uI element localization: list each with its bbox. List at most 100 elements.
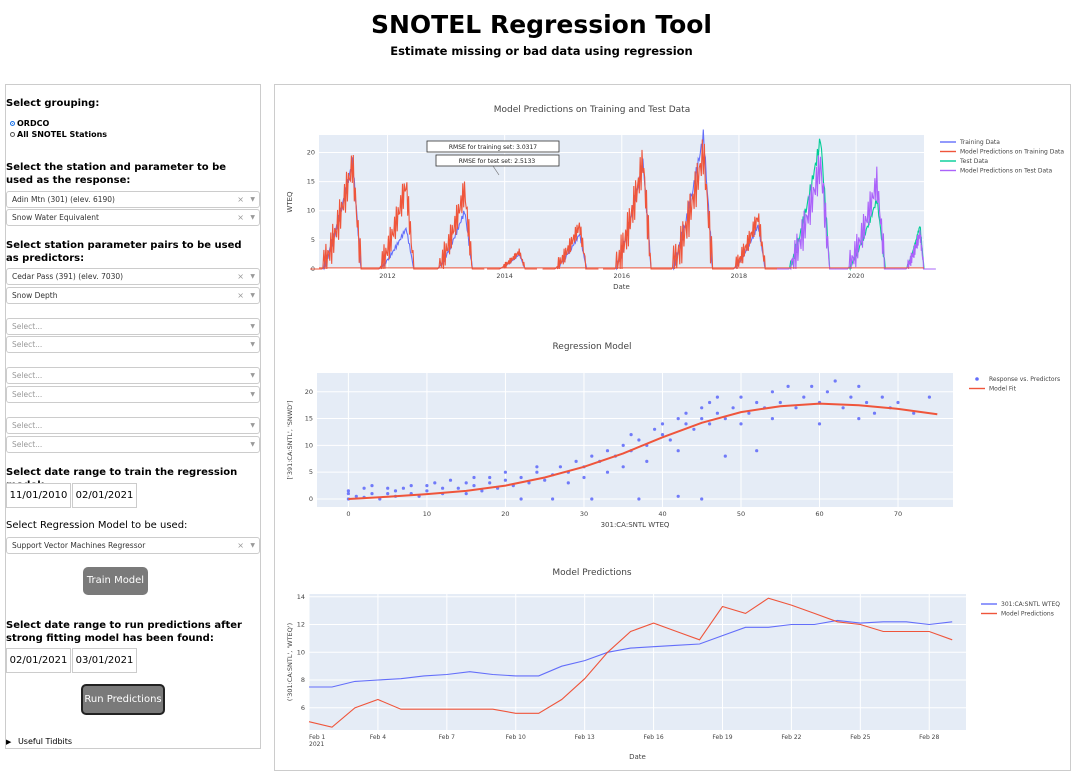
radio-all-stations[interactable]: All SNOTEL Stations	[10, 130, 107, 139]
scatter-point	[770, 417, 774, 421]
y-tick-label: 6	[301, 704, 305, 712]
predictor-station-select-3[interactable]: Select... ▼	[6, 367, 260, 384]
legend-entry: Model Predictions on Training Data	[960, 149, 1064, 156]
radio-ordco[interactable]: ORDCO	[10, 119, 49, 128]
chevron-down-icon[interactable]: ▼	[250, 273, 255, 280]
x-tick-label: 40	[658, 510, 666, 518]
clear-icon[interactable]: ×	[237, 272, 244, 281]
train-start-date[interactable]: 11/01/2010	[6, 483, 71, 508]
predict-end-date[interactable]: 03/01/2021	[72, 648, 137, 673]
scatter-point	[817, 422, 822, 426]
page-title: SNOTEL Regression Tool	[371, 10, 712, 39]
scatter-point	[346, 492, 350, 496]
y-tick-label: 0	[309, 495, 313, 503]
x-tick-label: Feb 28	[919, 734, 939, 741]
legend-entry: 301:CA:SNTL WTEQ	[1001, 601, 1060, 608]
training-prediction-line	[542, 222, 599, 270]
scatter-point	[605, 470, 610, 474]
x-tick-label: 2018	[731, 272, 748, 280]
useful-tidbits-toggle[interactable]: ▶ Useful Tidbits	[6, 737, 72, 746]
clear-icon[interactable]: ×	[237, 541, 244, 550]
response-station-select[interactable]: Adin Mtn (301) (elev. 6190) × ▼	[6, 191, 260, 208]
y-tick-label: 15	[305, 415, 313, 423]
scatter-point	[409, 484, 413, 488]
scatter-point	[653, 427, 657, 431]
scatter-point	[605, 449, 610, 453]
predictor-station-select-2[interactable]: Select... ▼	[6, 318, 260, 335]
chevron-down-icon[interactable]: ▼	[250, 214, 255, 221]
grouping-label: Select grouping:	[6, 98, 100, 109]
scatter-point	[770, 390, 774, 394]
scatter-point	[590, 454, 594, 458]
scatter-point	[676, 494, 680, 498]
scatter-point	[503, 470, 507, 474]
y-tick-label: 15	[307, 178, 315, 186]
predictor-param-select-3[interactable]: Select... ▼	[6, 386, 260, 403]
chevron-down-icon[interactable]: ▼	[250, 422, 255, 429]
select-value: Adin Mtn (301) (elev. 6190)	[12, 195, 115, 204]
select-value: Snow Depth	[12, 291, 58, 300]
train-model-button[interactable]: Train Model	[83, 567, 148, 595]
chevron-down-icon[interactable]: ▼	[250, 341, 255, 348]
rmse-train-annotation: RMSE for training set: 3.0317	[449, 144, 537, 151]
x-tick-label: Feb 10	[506, 734, 526, 741]
x-tick-label: 2021	[309, 741, 324, 748]
model-select[interactable]: Support Vector Machines Regressor × ▼	[6, 537, 260, 554]
predict-range-label: Select date range to run predictions aft…	[6, 620, 242, 644]
clear-icon[interactable]: ×	[237, 213, 244, 222]
test-prediction-line	[894, 230, 936, 270]
scatter-point	[684, 422, 688, 426]
chevron-down-icon[interactable]: ▼	[250, 196, 255, 203]
scatter-point	[825, 390, 830, 394]
scatter-point	[802, 395, 806, 399]
training-prediction-line	[487, 248, 537, 270]
scatter-point	[582, 475, 586, 480]
scatter-point	[629, 433, 633, 437]
predictor-param-select-2[interactable]: Select... ▼	[6, 336, 260, 353]
x-tick-label: 0	[346, 510, 350, 518]
scatter-point	[755, 400, 759, 405]
scatter-point	[464, 492, 468, 496]
scatter-point	[857, 384, 861, 388]
scatter-point	[535, 465, 539, 469]
scatter-point	[857, 417, 861, 421]
chevron-down-icon[interactable]: ▼	[250, 372, 255, 379]
predictor-station-select-1[interactable]: Cedar Pass (391) (elev. 7030) × ▼	[6, 268, 260, 285]
chevron-down-icon[interactable]: ▼	[250, 542, 255, 549]
clear-icon[interactable]: ×	[237, 195, 244, 204]
predictor-param-select-1[interactable]: Snow Depth × ▼	[6, 287, 260, 304]
response-param-select[interactable]: Snow Water Equivalent × ▼	[6, 209, 260, 226]
x-tick-label: 20	[501, 510, 509, 518]
predictor-param-select-4[interactable]: Select... ▼	[6, 436, 260, 453]
scatter-point	[849, 395, 853, 399]
scatter-point	[676, 417, 680, 421]
x-tick-label: 50	[737, 510, 745, 518]
y-tick-label: 5	[311, 236, 315, 244]
predict-start-date[interactable]: 02/01/2021	[6, 648, 71, 673]
y-tick-label: 14	[297, 593, 305, 601]
scatter-point	[723, 454, 727, 458]
chevron-down-icon[interactable]: ▼	[250, 292, 255, 299]
train-end-date[interactable]: 02/01/2021	[72, 483, 137, 508]
chevron-down-icon[interactable]: ▼	[250, 323, 255, 330]
y-tick-label: 20	[305, 388, 313, 396]
scatter-point	[480, 489, 484, 493]
select-placeholder: Select...	[12, 371, 43, 380]
run-predictions-button[interactable]: Run Predictions	[81, 684, 165, 715]
scatter-point	[456, 486, 460, 490]
chevron-down-icon[interactable]: ▼	[250, 391, 255, 398]
predictor-station-select-4[interactable]: Select... ▼	[6, 417, 260, 434]
annotation-box	[426, 140, 560, 153]
scatter-point	[370, 492, 374, 496]
training-prediction-line	[425, 181, 485, 270]
clear-icon[interactable]: ×	[237, 291, 244, 300]
chevron-down-icon[interactable]: ▼	[250, 441, 255, 448]
x-tick-label: Feb 7	[439, 734, 456, 741]
scatter-point	[621, 465, 625, 469]
annotation-box	[435, 154, 560, 167]
scatter-point	[488, 481, 492, 485]
select-placeholder: Select...	[12, 322, 43, 331]
y-tick-label: 20	[307, 148, 315, 156]
radio-unselected-icon	[10, 132, 15, 137]
scatter-point	[700, 497, 704, 501]
